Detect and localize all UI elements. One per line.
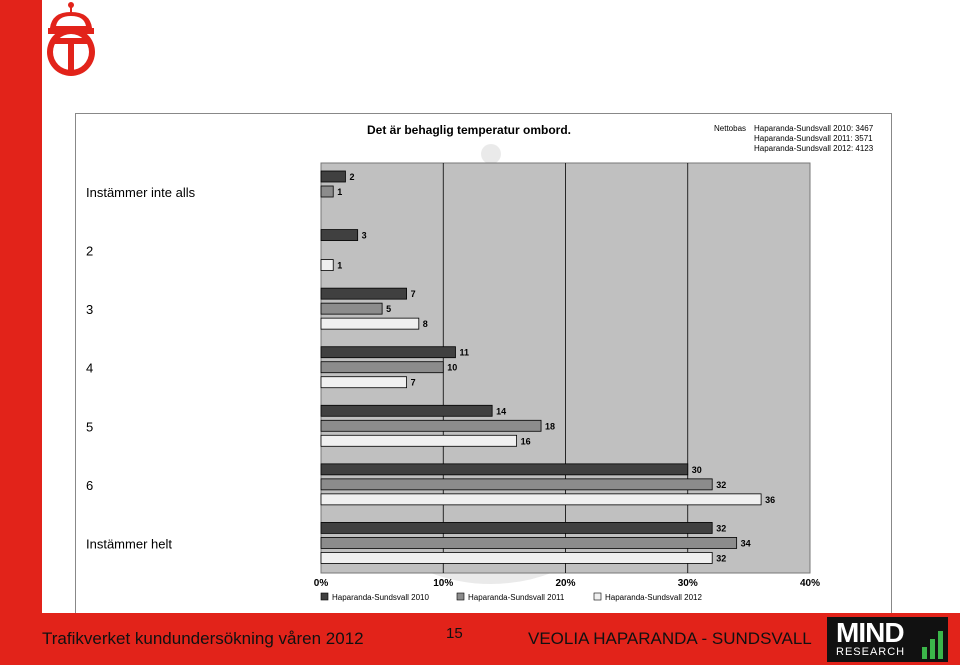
- logo-bars-icon: [922, 631, 943, 659]
- bar-value-label: 7: [411, 289, 416, 299]
- bar: [320, 478, 713, 491]
- base-line-2010: Haparanda-Sundsvall 2010: 3467: [754, 124, 874, 133]
- bar-value-label: 16: [521, 436, 531, 446]
- bar: [320, 522, 713, 534]
- bar: [320, 346, 456, 359]
- bar: [320, 259, 334, 271]
- footer-bar: Trafikverket kundundersökning våren 2012…: [0, 613, 960, 665]
- bar: [320, 493, 762, 506]
- bar-value-label: 11: [459, 348, 469, 358]
- category-label: Instämmer inte alls: [86, 185, 196, 200]
- x-tick-label: 30%: [678, 578, 698, 589]
- bar-value-label: 32: [716, 480, 726, 490]
- bar-value-label: 2: [349, 172, 354, 182]
- bar-value-label: 18: [545, 421, 555, 431]
- x-tick-label: 40%: [800, 578, 820, 589]
- bar-value-label: 3: [362, 231, 367, 241]
- left-red-bar: [0, 0, 42, 665]
- bar: [320, 229, 359, 241]
- bar-value-label: 30: [692, 465, 702, 475]
- bar-value-label: 32: [716, 523, 726, 533]
- legend-swatch: [593, 592, 602, 601]
- chart-title: Det är behaglig temperatur ombord.: [367, 123, 571, 137]
- category-label: Instämmer helt: [86, 536, 172, 551]
- base-line-2012: Haparanda-Sundsvall 2012: 4123: [754, 144, 874, 153]
- bar-value-label: 36: [765, 495, 775, 505]
- bar: [320, 537, 738, 549]
- bar: [320, 361, 444, 374]
- x-tick-label: 20%: [555, 578, 575, 589]
- legend-swatch: [320, 592, 329, 601]
- x-tick-label: 0%: [314, 578, 329, 589]
- logo-main-text: MIND: [836, 617, 905, 648]
- category-label: 6: [86, 478, 93, 493]
- bar: [320, 170, 346, 183]
- mind-research-logo-icon: MIND RESEARCH: [827, 617, 948, 662]
- base-label: Nettobas: [714, 124, 746, 133]
- bar: [320, 419, 542, 432]
- legend-label: Haparanda-Sundsvall 2012: [605, 593, 703, 602]
- bar-value-label: 32: [716, 553, 726, 563]
- legend-label: Haparanda-Sundsvall 2011: [468, 593, 565, 602]
- bar: [320, 317, 420, 330]
- category-label: 5: [86, 419, 93, 434]
- bar-value-label: 5: [386, 304, 391, 314]
- bar-value-label: 1: [337, 261, 342, 271]
- legend-swatch: [456, 592, 465, 601]
- bar: [320, 376, 407, 389]
- page-number: 15: [446, 625, 463, 642]
- base-line-2011: Haparanda-Sundsvall 2011: 3571: [754, 134, 873, 143]
- bar-value-label: 34: [741, 538, 751, 548]
- bar-value-label: 10: [447, 363, 457, 373]
- trafikverket-crown-logo-icon: [40, 0, 102, 80]
- bar: [320, 302, 383, 315]
- logo-sub-text: RESEARCH: [836, 646, 906, 658]
- footer-route: VEOLIA HAPARANDA - SUNDSVALL: [528, 629, 812, 648]
- bar: [320, 434, 518, 447]
- bar: [320, 404, 493, 417]
- bar-value-label: 14: [496, 406, 506, 416]
- category-label: 2: [86, 244, 93, 259]
- bar: [320, 287, 407, 300]
- x-tick-label: 10%: [433, 578, 453, 589]
- category-label: 4: [86, 361, 93, 376]
- bar-value-label: 1: [337, 187, 342, 197]
- bar-value-label: 7: [411, 378, 416, 388]
- bar-value-label: 8: [423, 319, 428, 329]
- footer-title: Trafikverket kundundersökning våren 2012: [42, 629, 364, 648]
- legend-label: Haparanda-Sundsvall 2010: [332, 593, 430, 602]
- bar: [320, 463, 689, 476]
- bar: [320, 185, 334, 198]
- chart-frame: 2 1 3 1 7 5 8 11 10 7 14 18 16 30 32 36 32 34 32 Instämmer…: [75, 113, 892, 615]
- category-label: 3: [86, 302, 93, 317]
- bar: [320, 552, 713, 564]
